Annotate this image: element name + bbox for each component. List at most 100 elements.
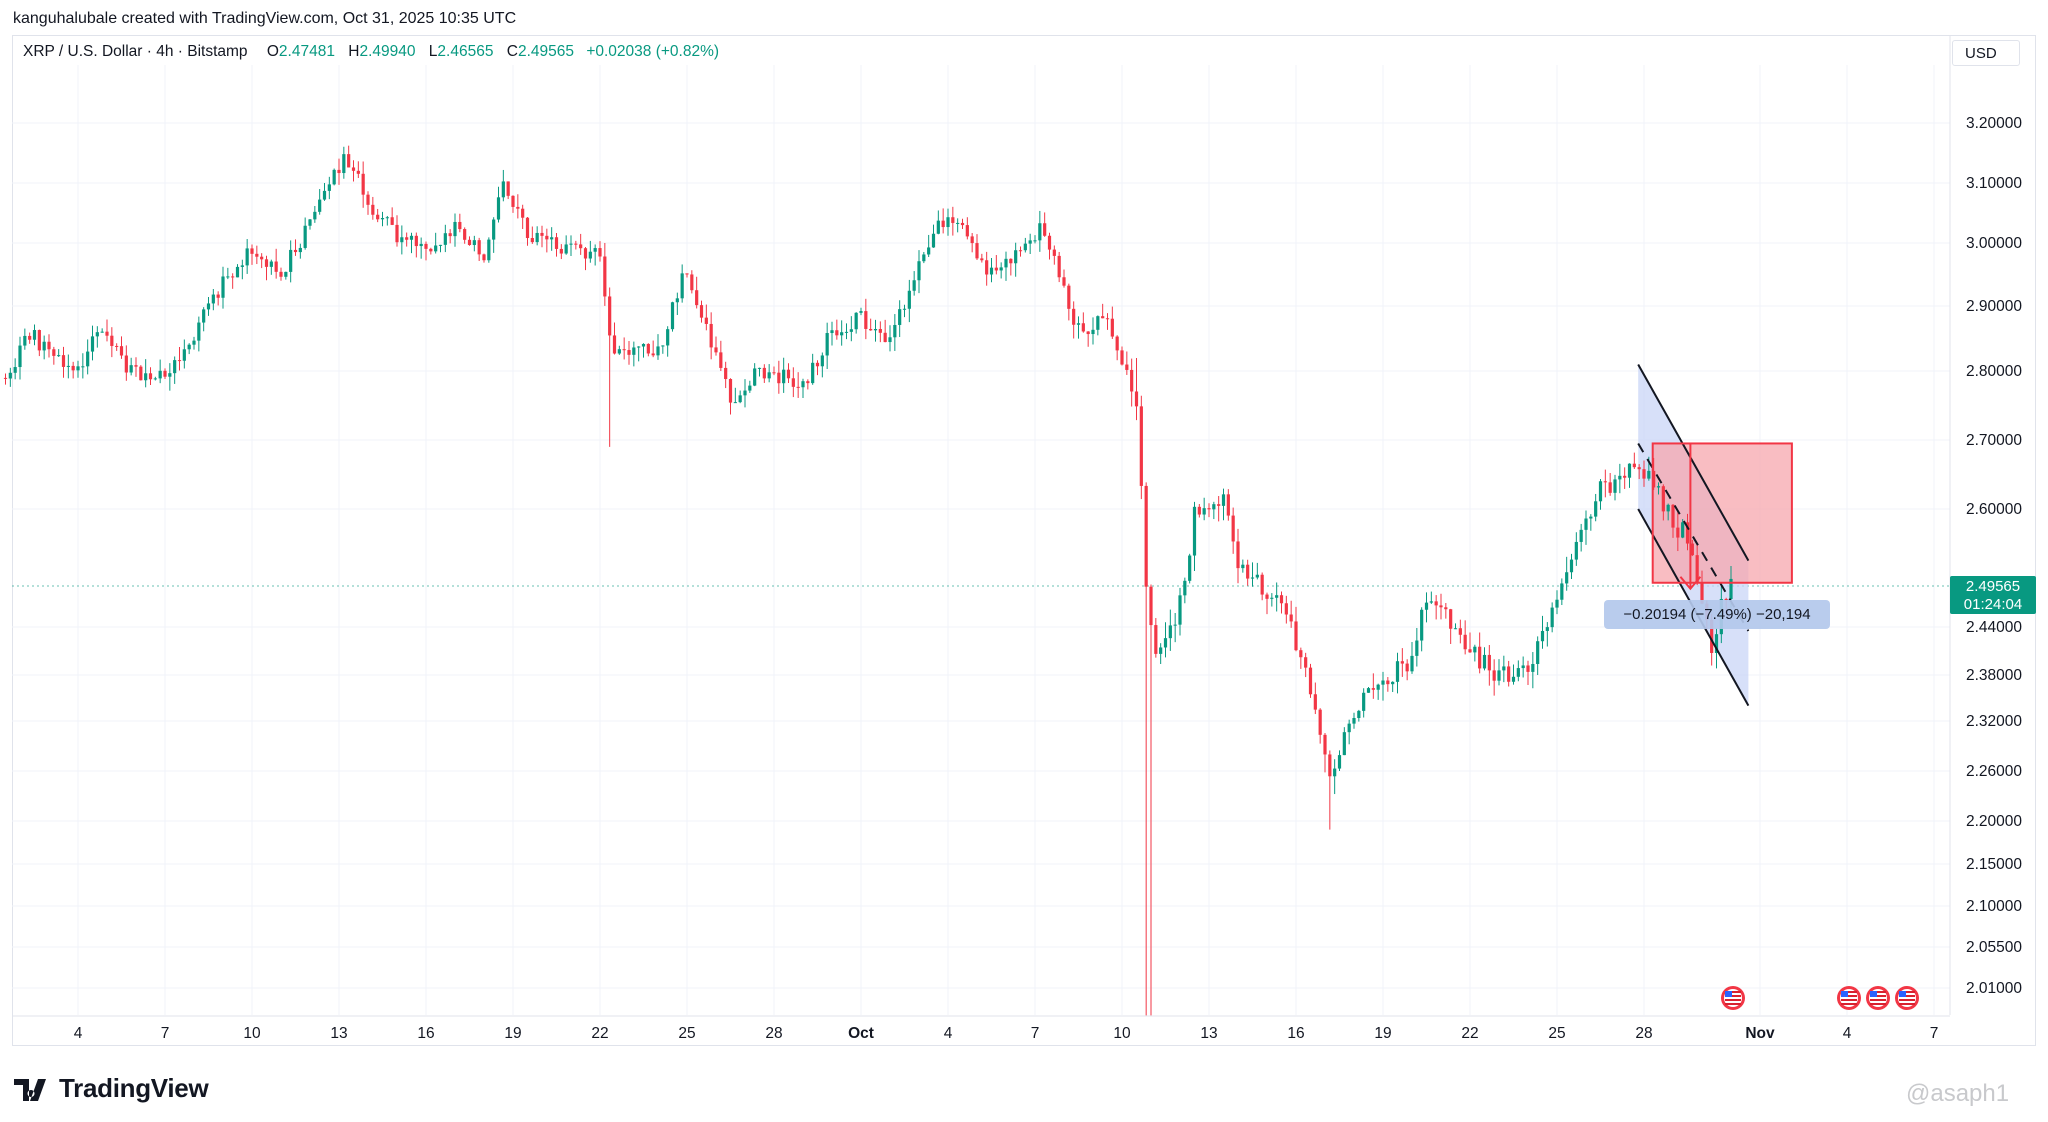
- candle-body: [1487, 654, 1491, 671]
- candle-body: [308, 219, 312, 226]
- candle-body: [1328, 754, 1332, 777]
- candle: [1168, 609, 1172, 651]
- candle: [985, 251, 989, 286]
- candle-body: [1424, 602, 1429, 610]
- candle: [231, 273, 235, 289]
- x-tick-label: Oct: [848, 1025, 874, 1042]
- candle: [1101, 303, 1105, 319]
- x-tick-label: 4: [944, 1025, 953, 1042]
- candle-body: [71, 365, 75, 371]
- candle: [1666, 503, 1670, 521]
- candle-body: [840, 332, 844, 336]
- candle: [854, 312, 858, 334]
- close-label: C: [506, 43, 518, 60]
- candle: [472, 235, 476, 252]
- candle-body: [1318, 709, 1322, 735]
- candle-body: [550, 237, 554, 240]
- candle-body: [1207, 508, 1211, 510]
- candle-body: [1231, 515, 1235, 542]
- flag-stripe: [1870, 995, 1886, 997]
- candle: [1434, 595, 1438, 620]
- candle: [1183, 577, 1187, 604]
- candle: [1270, 593, 1274, 607]
- candle-body: [1676, 527, 1680, 538]
- candle-countdown: 01:24:04: [1963, 596, 2023, 613]
- currency-button[interactable]: USD: [1952, 40, 2020, 66]
- flag-stripe: [1899, 999, 1915, 1001]
- candle: [617, 345, 621, 355]
- candle: [153, 376, 157, 381]
- candle: [719, 340, 723, 371]
- price-range-label[interactable]: −0.20194 (−7.49%) −20,194: [1604, 600, 1830, 629]
- candle: [1526, 660, 1530, 686]
- candle-body: [260, 256, 264, 260]
- candle: [202, 307, 206, 332]
- candle: [1603, 469, 1607, 498]
- candle-body: [1627, 463, 1632, 478]
- candle-body: [530, 238, 534, 243]
- price-range-arrow-icon: [1679, 576, 1702, 591]
- candle: [124, 345, 128, 381]
- candle-body: [1134, 391, 1139, 407]
- symbol-title[interactable]: XRP / U.S. Dollar · 4h · Bitstamp: [23, 43, 248, 60]
- tradingview-logo[interactable]: TradingView: [14, 1073, 209, 1104]
- open-value: 2.47481: [278, 43, 335, 60]
- candle: [1473, 644, 1477, 662]
- candle: [245, 239, 249, 274]
- flag-stripe: [1841, 991, 1857, 993]
- candle: [1217, 496, 1221, 522]
- candle: [139, 365, 143, 381]
- candle-body: [1647, 470, 1651, 479]
- change-value: +0.02038 (+0.82%): [586, 43, 720, 60]
- candle-body: [18, 345, 22, 368]
- candle-body: [743, 390, 747, 396]
- candle: [1246, 559, 1250, 586]
- candle-body: [1574, 541, 1578, 560]
- candle-body: [1415, 640, 1419, 656]
- candle-body: [1101, 316, 1105, 319]
- candle: [52, 346, 56, 365]
- candle-body: [666, 329, 670, 346]
- candle: [825, 322, 829, 370]
- candle-body: [1555, 599, 1559, 608]
- candle-body: [216, 294, 220, 298]
- candle: [1028, 233, 1032, 254]
- candle-body: [139, 366, 143, 381]
- us-flag-event-icon: [1866, 986, 1890, 1010]
- candle-body: [1420, 609, 1424, 641]
- candle-body: [1584, 518, 1588, 530]
- candle-body: [1033, 240, 1037, 242]
- candle-body: [1028, 240, 1032, 244]
- flag-canton: [1725, 991, 1732, 997]
- candle-body: [380, 218, 385, 220]
- candle: [458, 213, 462, 233]
- candle-body: [240, 265, 244, 267]
- candle-body: [1173, 624, 1177, 626]
- candle-body: [1144, 485, 1148, 587]
- candle: [738, 390, 742, 404]
- candle: [641, 343, 646, 358]
- candle: [390, 207, 394, 226]
- candle-body: [767, 372, 771, 379]
- x-tick-label: 25: [1548, 1025, 1565, 1042]
- candle-body: [390, 217, 394, 225]
- candle-body: [1594, 501, 1598, 517]
- candle-body: [956, 222, 960, 224]
- candle-body: [1482, 654, 1487, 669]
- candle: [1439, 593, 1443, 620]
- candle-body: [733, 402, 737, 404]
- candle: [583, 247, 588, 271]
- candle-body: [728, 379, 733, 403]
- candle-body: [772, 372, 776, 374]
- candle: [1623, 467, 1627, 489]
- candle: [1531, 652, 1535, 689]
- candle: [922, 251, 926, 264]
- candle-body: [574, 243, 578, 245]
- candle-body: [1502, 666, 1506, 671]
- candle: [13, 358, 17, 380]
- candle-body: [1168, 625, 1172, 639]
- candle-body: [463, 229, 467, 240]
- candle: [946, 208, 950, 236]
- candle: [284, 271, 288, 280]
